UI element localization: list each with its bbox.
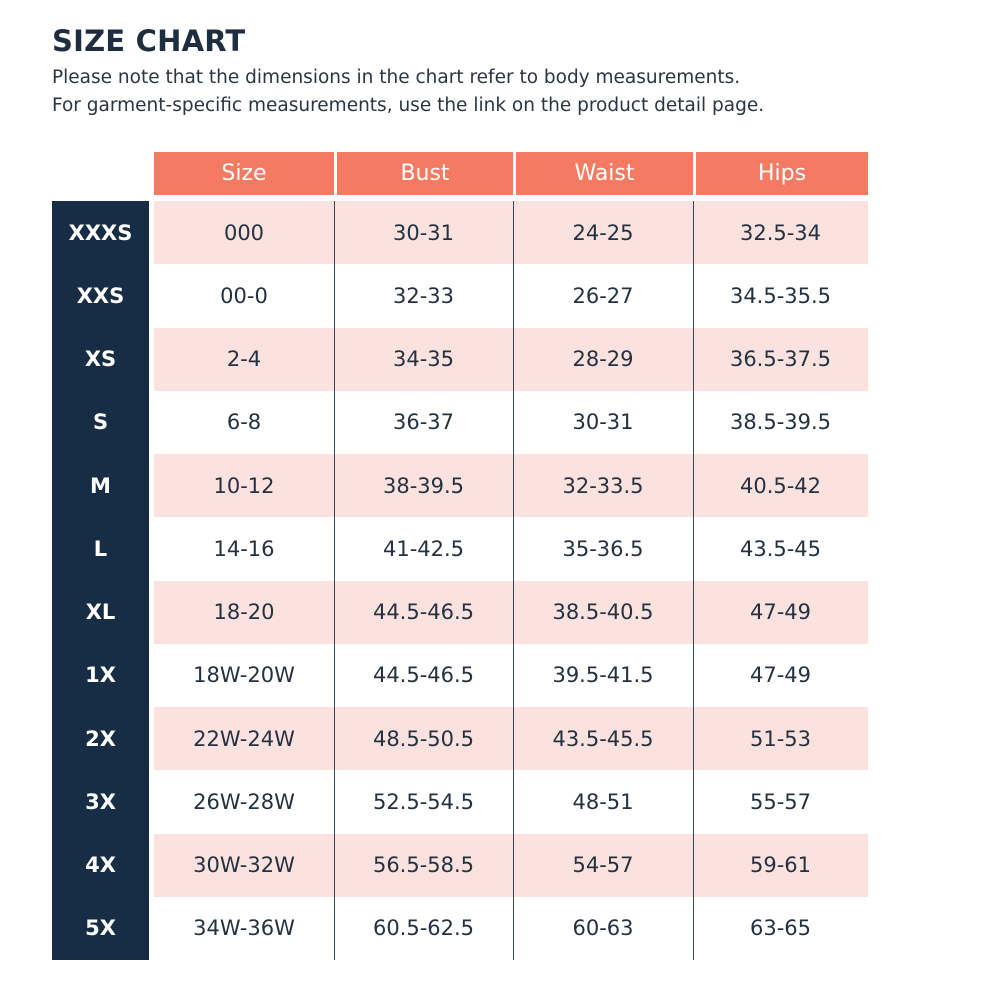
cell-waist: 24-25 <box>572 220 634 245</box>
cell-bust: 30-31 <box>392 220 455 245</box>
cell-waist: 35-36.5 <box>562 536 644 561</box>
size-label: 4X <box>85 853 116 878</box>
cell-bust: 34-35 <box>392 347 455 372</box>
cell-waist: 54-57 <box>572 853 634 878</box>
cell-waist: 43.5-45.5 <box>552 726 654 751</box>
cell-size: 14-16 <box>213 536 275 561</box>
column-header-waist: Waist <box>513 152 693 195</box>
cell-size: 000 <box>223 220 265 245</box>
size-label: S <box>92 410 109 435</box>
table-row: 6-8 36-37 30-31 38.5-39.5 <box>154 391 868 454</box>
size-label-column: XXXS XXS XS S M L XL 1X 2X 3X 4X 5X <box>52 201 149 960</box>
size-label: 3X <box>85 789 116 814</box>
cell-size: 30W-32W <box>193 853 295 878</box>
size-label: 1X <box>85 663 116 688</box>
cell-waist: 32-33.5 <box>562 473 644 498</box>
cell-hips: 59-61 <box>749 853 812 878</box>
subtitle-line-1: Please note that the dimensions in the c… <box>52 67 741 88</box>
column-divider <box>334 201 335 960</box>
table-row: 10-12 38-39.5 32-33.5 40.5-42 <box>154 454 868 518</box>
cell-hips: 43.5-45 <box>739 536 822 561</box>
cell-bust: 44.5-46.5 <box>372 663 475 688</box>
size-label: 5X <box>85 916 116 941</box>
column-divider <box>513 201 514 960</box>
size-label: XXXS <box>68 220 133 245</box>
cell-size: 00-0 <box>220 283 268 308</box>
cell-bust: 48.5-50.5 <box>372 726 475 751</box>
cell-waist: 26-27 <box>572 283 634 308</box>
cell-waist: 48-51 <box>572 789 634 814</box>
size-label: L <box>93 536 108 561</box>
cell-hips: 36.5-37.5 <box>729 347 832 372</box>
cell-bust: 56.5-58.5 <box>372 853 475 878</box>
size-label: M <box>90 473 111 498</box>
table-row: 00-0 32-33 26-27 34.5-35.5 <box>154 264 868 327</box>
cell-hips: 38.5-39.5 <box>729 410 832 435</box>
subtitle-line-2: For garment-specific measurements, use t… <box>52 95 765 116</box>
table-row: 30W-32W 56.5-58.5 54-57 59-61 <box>154 833 868 897</box>
cell-size: 26W-28W <box>193 789 295 814</box>
cell-hips: 51-53 <box>749 726 812 751</box>
table-row: 18-20 44.5-46.5 38.5-40.5 47-49 <box>154 580 868 644</box>
cell-bust: 41-42.5 <box>382 536 465 561</box>
size-label: 2X <box>85 726 116 751</box>
cell-hips: 55-57 <box>749 789 812 814</box>
cell-waist: 60-63 <box>572 916 634 941</box>
cell-waist: 39.5-41.5 <box>552 663 654 688</box>
table-row: 34W-36W 60.5-62.5 60-63 63-65 <box>154 897 868 960</box>
cell-bust: 52.5-54.5 <box>372 789 475 814</box>
size-label: XL <box>85 600 116 625</box>
cell-hips: 40.5-42 <box>739 473 822 498</box>
table-row: 000 30-31 24-25 32.5-34 <box>154 201 868 265</box>
table-row: 14-16 41-42.5 35-36.5 43.5-45 <box>154 517 868 580</box>
column-divider <box>693 201 694 960</box>
cell-size: 22W-24W <box>193 726 295 751</box>
size-label: XS <box>84 347 117 372</box>
cell-waist: 38.5-40.5 <box>552 600 654 625</box>
table-row: 18W-20W 44.5-46.5 39.5-41.5 47-49 <box>154 644 868 707</box>
cell-bust: 44.5-46.5 <box>372 600 475 625</box>
page-title: SIZE CHART <box>52 24 246 58</box>
size-label: XXS <box>76 283 125 308</box>
column-header-size: Size <box>154 152 334 195</box>
cell-waist: 28-29 <box>572 347 634 372</box>
cell-bust: 36-37 <box>392 410 455 435</box>
cell-size: 34W-36W <box>193 916 295 941</box>
cell-size: 18W-20W <box>193 663 295 688</box>
column-header-bust: Bust <box>334 152 513 195</box>
cell-bust: 32-33 <box>392 283 455 308</box>
cell-size: 6-8 <box>226 410 262 435</box>
cell-size: 18-20 <box>213 600 275 625</box>
cell-hips: 63-65 <box>749 916 812 941</box>
column-header-hips: Hips <box>693 152 868 195</box>
table-body: 000 30-31 24-25 32.5-34 00-0 32-33 26-27 34.5-3… <box>154 201 868 960</box>
cell-hips: 47-49 <box>749 600 812 625</box>
cell-bust: 60.5-62.5 <box>372 916 475 941</box>
cell-hips: 32.5-34 <box>739 220 822 245</box>
cell-waist: 30-31 <box>572 410 634 435</box>
table-header: Size Bust Waist Hips <box>154 152 868 195</box>
table-row: 2-4 34-35 28-29 36.5-37.5 <box>154 327 868 391</box>
cell-hips: 34.5-35.5 <box>729 283 832 308</box>
cell-bust: 38-39.5 <box>382 473 465 498</box>
page-subtitle: Please note that the dimensions in the c… <box>52 64 764 120</box>
cell-hips: 47-49 <box>749 663 812 688</box>
cell-size: 10-12 <box>213 473 275 498</box>
cell-size: 2-4 <box>226 347 262 372</box>
table-row: 26W-28W 52.5-54.5 48-51 55-57 <box>154 770 868 833</box>
table-row: 22W-24W 48.5-50.5 43.5-45.5 51-53 <box>154 707 868 771</box>
